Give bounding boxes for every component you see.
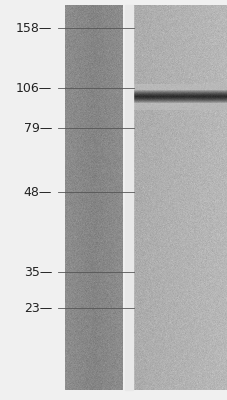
Text: 158—: 158— (16, 22, 52, 34)
Text: 48—: 48— (24, 186, 52, 198)
Text: 23—: 23— (24, 302, 52, 314)
Text: 79—: 79— (24, 122, 52, 134)
Text: 35—: 35— (24, 266, 52, 278)
Text: 106—: 106— (16, 82, 52, 94)
Bar (124, 5, 132, 390)
